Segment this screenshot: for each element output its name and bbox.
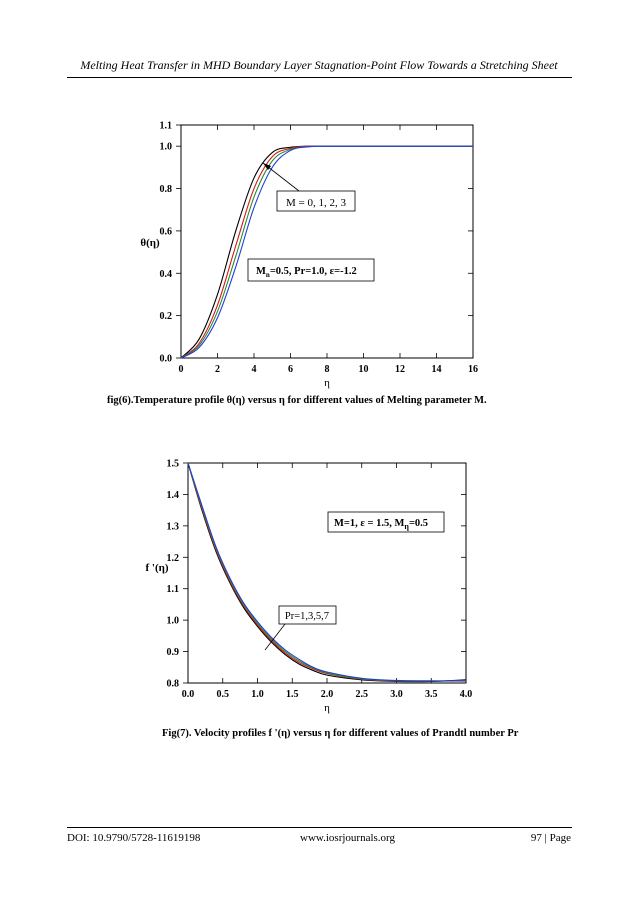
prandtl-box — [278, 605, 337, 625]
x-tick-label: 10 — [359, 364, 369, 375]
x-tick-label: 16 — [468, 364, 478, 375]
y-tick-label: 1.5 — [167, 459, 180, 470]
x-tick-label: 6 — [288, 364, 293, 375]
x-axis-label: η — [324, 377, 330, 389]
y-axis-label: θ(η) — [140, 237, 160, 249]
y-tick-label: 0.0 — [160, 354, 173, 365]
y-tick-label: 0.4 — [160, 269, 173, 280]
running-title: Melting Heat Transfer in MHD Boundary La… — [80, 58, 558, 72]
figure-6-caption: fig(6).Temperature profile θ(η) versus η… — [107, 395, 487, 406]
header-rule — [67, 77, 572, 78]
params-box-fig7 — [327, 511, 445, 533]
y-tick-label: 1.1 — [167, 584, 180, 595]
series-line-3 — [187, 462, 467, 682]
x-tick-label: 12 — [395, 364, 405, 375]
prandtl-arrow — [264, 623, 286, 651]
x-tick-label: 2.0 — [321, 689, 334, 700]
y-tick-label: 1.0 — [167, 616, 180, 627]
y-tick-label: 0.2 — [160, 311, 173, 322]
y-tick-label: 0.6 — [160, 226, 173, 237]
velocity-chart: 0.0 0.5 1.0 1.5 2.0 2.5 3.0 3.5 4.0 0.8 0.9 1.0 1.1 1… — [145, 459, 473, 715]
doi: DOI: 10.9790/5728-11619198 — [67, 832, 201, 844]
arrow-head — [263, 163, 271, 170]
x-tick-label: 1.0 — [251, 689, 264, 700]
x-tick-label: 14 — [432, 364, 442, 375]
prandtl-text: Pr=1,3,5,7 — [285, 611, 329, 622]
x-tick-label: 3.0 — [390, 689, 403, 700]
y-tick-label: 0.9 — [167, 647, 180, 658]
y-tick-label: 1.1 — [160, 121, 173, 132]
y-tick-label: 1.2 — [167, 553, 180, 564]
x-tick-label: 8 — [325, 364, 330, 375]
x-tick-label: 1.5 — [286, 689, 299, 700]
y-tick-label: 1.0 — [160, 142, 173, 153]
series-line-3 — [180, 145, 473, 359]
x-axis-label: η — [324, 702, 330, 714]
param-box — [247, 258, 375, 282]
page-number: 97 | Page — [530, 832, 571, 844]
y-tick-label: 1.3 — [167, 521, 180, 532]
series-line-0 — [180, 145, 473, 359]
footer-rule — [67, 827, 572, 828]
plot-frame — [180, 124, 474, 359]
x-tick-label: 0.5 — [217, 689, 230, 700]
temperature-chart: 0 2 4 6 8 10 12 14 160.00.20.40.60.81.01.1ηθ(η) … — [140, 121, 478, 390]
x-tick-label: 4 — [252, 364, 257, 375]
website: www.iosrjournals.org — [300, 832, 396, 844]
series-line-1 — [180, 145, 473, 359]
y-tick-label: 1.4 — [167, 490, 180, 501]
series-line-0 — [187, 462, 467, 683]
x-tick-label: 0 — [179, 364, 184, 375]
x-tick-label: 0.0 — [182, 689, 195, 700]
x-tick-label: 2.5 — [356, 689, 369, 700]
x-tick-label: 2 — [215, 364, 220, 375]
melting-annotation-box — [276, 190, 356, 212]
plot-frame — [187, 462, 467, 684]
x-tick-label: 4.0 — [460, 689, 473, 700]
series-line-2 — [187, 462, 467, 682]
params-text-fig7: M=1, ε = 1.5, Mη=0.5 — [334, 518, 428, 531]
figure-7-caption: Fig(7). Velocity profiles f '(η) versus … — [162, 728, 519, 739]
x-tick-label: 3.5 — [425, 689, 438, 700]
y-tick-label: 0.8 — [160, 184, 173, 195]
series-line-1 — [187, 462, 467, 682]
series-line-2 — [180, 145, 473, 359]
y-tick-label: 0.8 — [167, 679, 180, 690]
melting-annotation-text: M = 0, 1, 2, 3 — [286, 197, 346, 209]
param-text: Mn=0.5, Pr=1.0, ε=-1.2 — [256, 266, 357, 279]
y-axis-label: f '(η) — [145, 562, 168, 574]
